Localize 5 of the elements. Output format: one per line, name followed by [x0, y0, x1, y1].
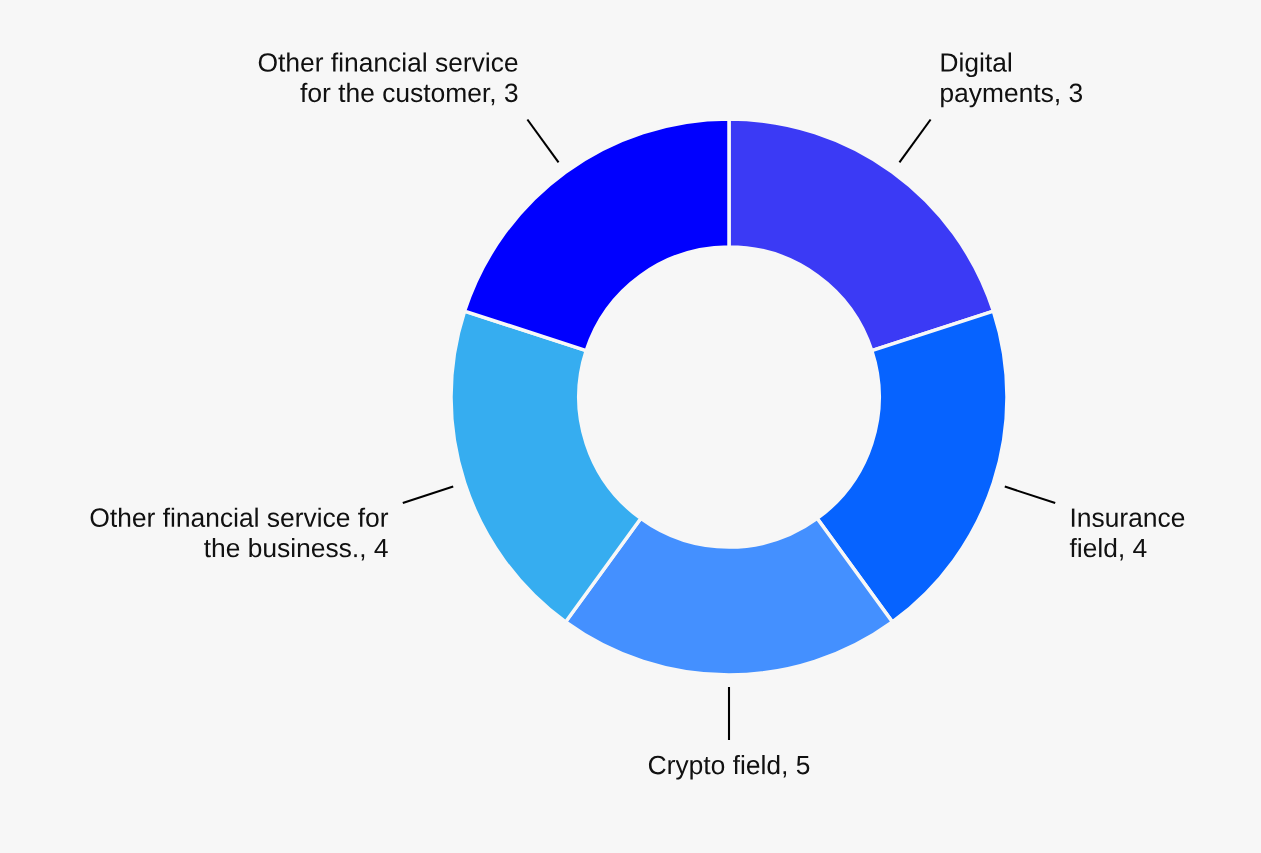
slice-label: Other financial service for the customer, 3: [258, 52, 518, 106]
slice-label: Insurance field, 4: [1069, 508, 1185, 561]
slice-label: Digital payments, 3: [941, 52, 1083, 108]
slice-label: Crypto field, 5: [648, 755, 810, 780]
slice-label: Other financial service for the business., 4: [90, 507, 389, 561]
